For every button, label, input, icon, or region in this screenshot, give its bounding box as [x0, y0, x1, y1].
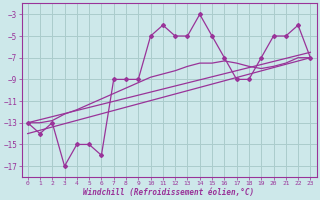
X-axis label: Windchill (Refroidissement éolien,°C): Windchill (Refroidissement éolien,°C) [84, 188, 255, 197]
